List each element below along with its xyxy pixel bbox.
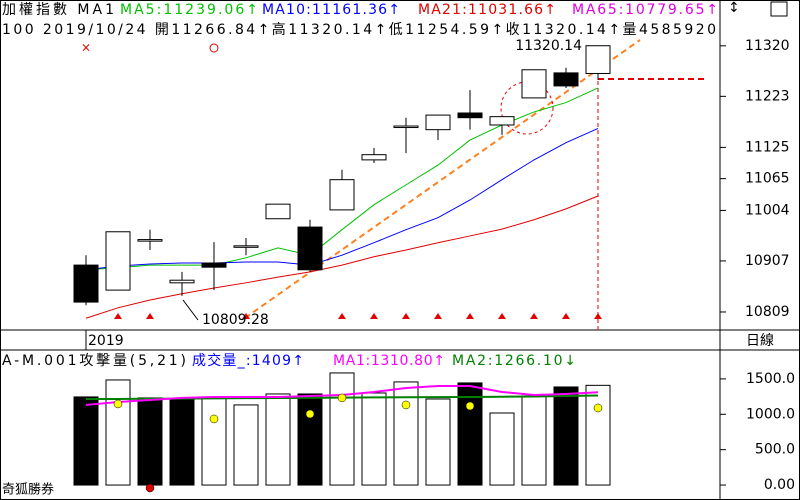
volume-bar [553, 386, 579, 486]
y-tick-label: 1500.0 [746, 371, 795, 387]
signal-triangle [146, 313, 154, 319]
low-annotation: 10809.28 [202, 312, 269, 328]
quote-info: 100 2019/10/24 開11266.84↑高11320.14↑低1125… [2, 21, 716, 38]
signal-triangle [466, 313, 474, 319]
signal-triangle [594, 313, 602, 319]
ma-line [85, 195, 599, 319]
volume-bar [585, 384, 611, 486]
window-button[interactable] [770, 1, 788, 17]
signal-triangle [498, 313, 506, 319]
volume-bar [329, 372, 355, 486]
candle-body [105, 231, 131, 291]
y-tick-label: 1000.0 [746, 406, 795, 422]
signal-dot [305, 409, 315, 419]
volume-bar [393, 381, 419, 486]
volume-bar [457, 382, 483, 486]
candle-body [489, 116, 515, 126]
signal-triangle [114, 313, 122, 319]
volume-bar [169, 399, 195, 486]
candle-body [553, 72, 579, 87]
candle-body [73, 264, 99, 303]
candle-body [265, 203, 291, 220]
legend-entry: MA1:1310.80↑ [333, 353, 445, 369]
candle-body [393, 125, 419, 129]
candle-body [329, 179, 355, 211]
signal-triangle [434, 313, 442, 319]
signal-dot [209, 414, 219, 424]
candle-body [585, 45, 611, 75]
y-tick-label: 11065 [745, 171, 790, 187]
volume-bar [361, 392, 387, 486]
brand: 奇狐勝券 [2, 482, 54, 498]
signal-triangle [338, 313, 346, 319]
legend-entry: MA10:11161.36↑ [262, 2, 400, 18]
y-tick-label: 500.0 [755, 442, 795, 458]
y-tick-label: 10907 [745, 253, 790, 269]
volume-bar [425, 398, 451, 486]
signal-dot [401, 400, 411, 410]
candle-body [361, 154, 387, 161]
volume-bar [233, 404, 259, 486]
chart-title: 加權指數 MA1 [2, 2, 114, 18]
volume-bar [73, 396, 99, 486]
volume-bar [137, 397, 163, 486]
y-tick-label: 0.00 [764, 477, 795, 493]
candle-body [137, 239, 163, 242]
signal-circle [209, 43, 219, 53]
signal-x: × [81, 41, 91, 55]
volume-bar [489, 412, 515, 486]
annotation-leader [182, 299, 199, 321]
signal-dot [465, 401, 475, 411]
signal-dot [593, 403, 603, 413]
signal-dot [113, 399, 123, 409]
y-tick-label: 11125 [745, 139, 790, 155]
candle-body [425, 114, 451, 131]
y-tick-label: 11320 [745, 38, 790, 54]
signal-dot [337, 393, 347, 403]
candle-body [233, 245, 259, 248]
scroll-icon[interactable]: ↕ [728, 0, 740, 16]
legend-entry: MA21:11031.66↑ [418, 2, 556, 18]
y-tick-label: 11004 [745, 202, 790, 218]
legend-entry: MA5:11239.06↑ [120, 2, 258, 18]
volume-bar [297, 393, 323, 486]
legend-entry: 成交量_:1409↑ [192, 352, 304, 369]
candle-body [521, 69, 547, 99]
period-label[interactable]: 日線 [746, 333, 774, 349]
signal-triangle [402, 313, 410, 319]
candle-body [297, 226, 323, 271]
candle-body [457, 112, 483, 119]
signal-triangle [370, 313, 378, 319]
volume-bar [521, 395, 547, 486]
high-annotation: 11320.14 [515, 38, 582, 54]
ma-line [85, 127, 599, 271]
signal-triangle [242, 313, 250, 319]
candle-body [169, 279, 195, 284]
volume-bar [105, 379, 131, 486]
x-tick-label: 2019 [88, 333, 124, 349]
volume-bar [201, 397, 227, 486]
y-tick-label: 10809 [745, 304, 790, 320]
y-tick-label: 11223 [745, 88, 790, 104]
signal-dot [145, 483, 155, 493]
candle-body [201, 262, 227, 268]
volume-bar [265, 393, 291, 486]
signal-triangle [530, 313, 538, 319]
signal-triangle [562, 313, 570, 319]
